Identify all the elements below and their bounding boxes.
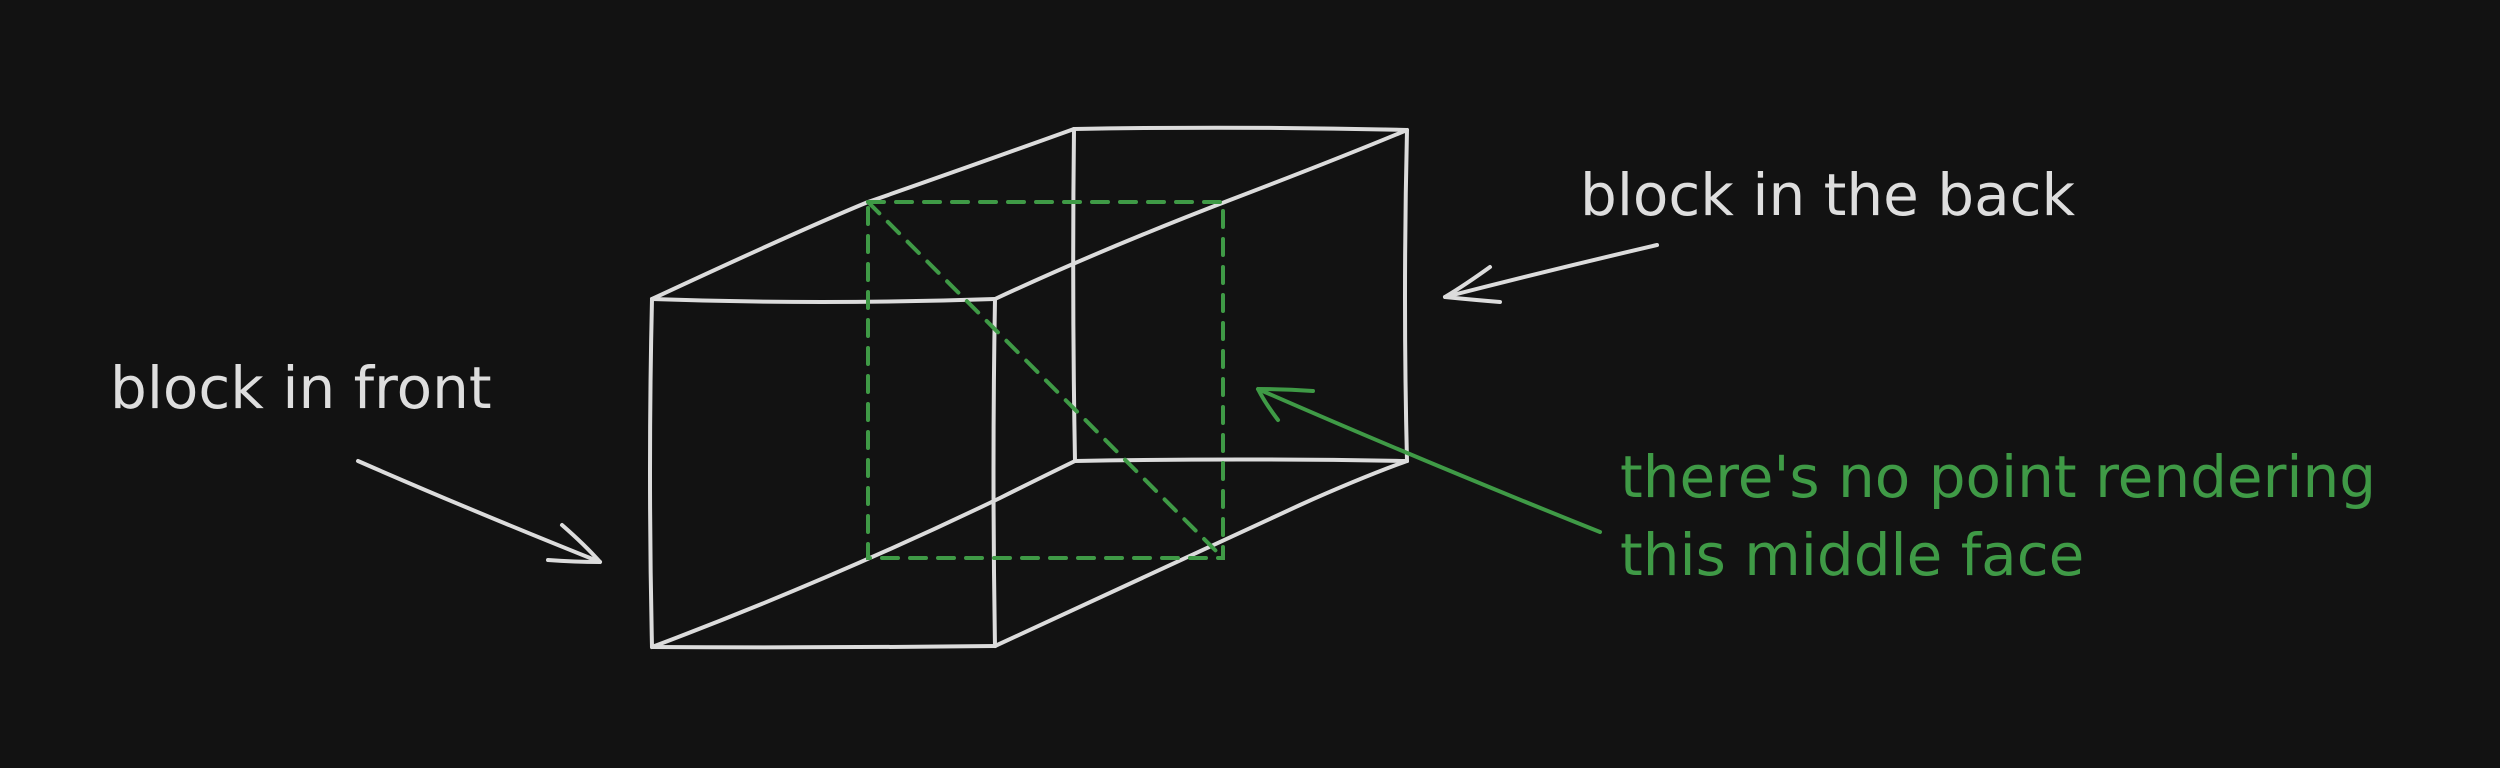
middle-face-outline — [866, 200, 1225, 560]
edge-top-left — [650, 127, 1076, 301]
middle-face-dashed — [866, 200, 1225, 560]
front-block — [648, 297, 997, 650]
back-block — [1071, 125, 1409, 463]
arrow-front — [356, 459, 602, 564]
arrow-back-head — [1443, 265, 1502, 304]
front-block-top-edge — [650, 297, 997, 304]
back-block-right-edge — [1403, 128, 1409, 463]
edge-bottom-right — [993, 459, 1409, 648]
label-note-line1: there's no point rendering — [1620, 443, 2376, 511]
edge-top-right — [993, 128, 1409, 301]
arrow-middle — [1256, 387, 1602, 534]
front-block-left-edge — [648, 297, 654, 649]
edge-bottom-left — [650, 459, 1077, 649]
back-block-left-edge — [1071, 127, 1077, 463]
back-block-bottom-edge — [1073, 457, 1409, 463]
front-block-right-edge — [991, 297, 997, 648]
label-note-line2: this middle face — [1620, 521, 2084, 589]
front-block-bottom-edge — [650, 644, 997, 650]
arrow-middle-shaft — [1256, 387, 1602, 534]
arrow-front-head — [546, 523, 602, 564]
arrow-middle-head — [1256, 387, 1315, 422]
label-front: block in front — [110, 354, 492, 422]
label-back: block in the back — [1580, 161, 2076, 229]
middle-face-diagonal — [866, 200, 1225, 560]
arrow-back-shaft — [1443, 243, 1659, 299]
back-block-top-edge — [1072, 125, 1409, 132]
arrow-front-shaft — [356, 459, 602, 564]
arrow-back — [1443, 243, 1659, 304]
